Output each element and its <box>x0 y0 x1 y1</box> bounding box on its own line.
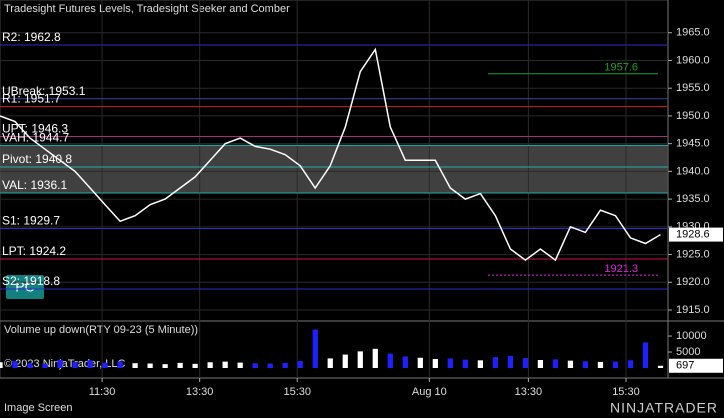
y-tick-label: 1965.0 <box>676 27 710 39</box>
volume-bar <box>27 363 33 368</box>
last-price-label: 1928.6 <box>676 229 710 241</box>
marker-label: 1957.6 <box>604 62 638 74</box>
x-tick-label: Aug 10 <box>412 386 447 398</box>
volume-bar <box>342 354 348 368</box>
volume-bar <box>567 360 574 368</box>
volume-bar <box>162 364 168 368</box>
level-label: Pivot: 1940.8 <box>2 152 72 166</box>
volume-bar <box>207 362 213 368</box>
volume-bar <box>282 362 288 368</box>
y-tick-label: 1945.0 <box>676 138 710 150</box>
volume-bar <box>57 359 63 368</box>
volume-bar <box>42 363 48 368</box>
volume-bar <box>627 360 634 368</box>
volume-bar <box>372 348 378 368</box>
price-line <box>0 47 661 262</box>
volume-bar <box>402 356 408 368</box>
volume-bar <box>12 360 18 368</box>
volume-bar <box>117 361 123 368</box>
volume-bar <box>237 362 243 368</box>
volume-bar <box>552 359 559 368</box>
last-volume-label: 697 <box>676 360 694 372</box>
volume-bar <box>192 363 198 368</box>
volume-bar <box>642 342 649 368</box>
copyright: © 2023 NinjaTrader, LLC <box>4 358 125 370</box>
y-tick-label: 1925.0 <box>676 248 710 260</box>
chart-title: Tradesight Futures Levels, Tradesight Se… <box>4 3 290 15</box>
marker-label: 1921.3 <box>604 263 638 275</box>
level-label: VAH: 1944.7 <box>2 130 69 144</box>
level-label: VAL: 1936.1 <box>2 178 67 192</box>
volume-bar <box>132 363 138 368</box>
volume-bar <box>312 329 318 368</box>
volume-bar <box>447 358 453 368</box>
last-volume-box <box>669 358 723 373</box>
x-tick-label: 15:30 <box>612 386 640 398</box>
volume-bar <box>87 360 93 368</box>
y-tick-label: 1920.0 <box>676 276 710 288</box>
volume-bar <box>297 360 303 368</box>
y-tick-label: 1940.0 <box>676 165 710 177</box>
volume-bar <box>0 362 3 368</box>
y-tick-label: 1960.0 <box>676 54 710 66</box>
button[interactable] <box>6 275 44 299</box>
panel-title: Volume up down(RTY 09-23 (5 Minute)) <box>4 324 198 336</box>
volume-bar <box>432 359 438 368</box>
volume-bar <box>267 363 273 368</box>
logo: NINJATRADER <box>610 400 718 416</box>
volume-bar <box>222 361 228 368</box>
volume-bar <box>507 355 514 368</box>
volume-bar <box>657 365 664 368</box>
volume-bar <box>462 359 468 368</box>
last-price-box <box>669 227 723 242</box>
level-label: R1: 1951.7 <box>2 92 61 106</box>
x-tick-label: 11:30 <box>89 386 116 398</box>
volume-bar <box>387 353 393 368</box>
volume-bar <box>522 358 529 368</box>
volume-bar <box>582 361 589 368</box>
y-tick-label: 5000 <box>676 346 700 358</box>
volume-bar <box>147 363 153 368</box>
x-tick-label: 15:30 <box>283 386 311 398</box>
volume-bar <box>72 361 78 368</box>
volume-bar <box>252 363 258 368</box>
volume-bar <box>417 357 423 368</box>
level-label: S1: 1929.7 <box>2 214 60 228</box>
volume-bar <box>102 362 108 368</box>
y-tick-label: 10000 <box>676 330 707 342</box>
volume-bar <box>327 358 333 368</box>
volume-bar <box>492 357 498 368</box>
y-tick-label: 1955.0 <box>676 82 710 94</box>
y-tick-label: 1950.0 <box>676 110 710 122</box>
volume-bar <box>597 361 604 368</box>
level-label: R2: 1962.8 <box>2 30 61 44</box>
value-area-band <box>0 145 668 194</box>
volume-bar <box>612 361 619 368</box>
volume-bar <box>177 362 183 368</box>
y-tick-label: 1915.0 <box>676 304 710 316</box>
footer: Image Screen <box>4 402 72 414</box>
y-tick-label: 1935.0 <box>676 193 710 205</box>
level-label: S2: 1918.8 <box>2 274 60 288</box>
level-label: LPT: 1924.2 <box>2 244 66 258</box>
level-label: UBreak: 1953.1 <box>2 84 86 98</box>
volume-bar <box>357 351 363 368</box>
x-tick-label: 13:30 <box>186 386 214 398</box>
volume-bar <box>477 360 483 368</box>
volume-bar <box>537 360 544 368</box>
x-tick-label: 13:30 <box>515 386 543 398</box>
